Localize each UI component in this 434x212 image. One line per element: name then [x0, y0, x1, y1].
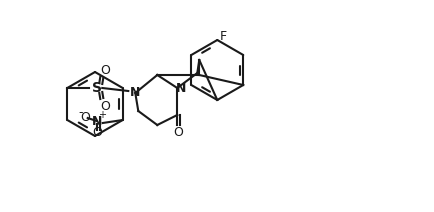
Text: O: O	[100, 99, 110, 113]
Text: O: O	[100, 64, 110, 77]
Text: O: O	[173, 126, 183, 138]
Text: +: +	[98, 110, 106, 120]
Text: -: -	[79, 106, 83, 120]
Text: S: S	[92, 81, 102, 95]
Text: F: F	[220, 31, 227, 43]
Text: N: N	[176, 81, 187, 95]
Text: O: O	[80, 110, 90, 124]
Text: N: N	[130, 86, 141, 99]
Text: N: N	[92, 114, 102, 127]
Text: O: O	[92, 127, 102, 139]
